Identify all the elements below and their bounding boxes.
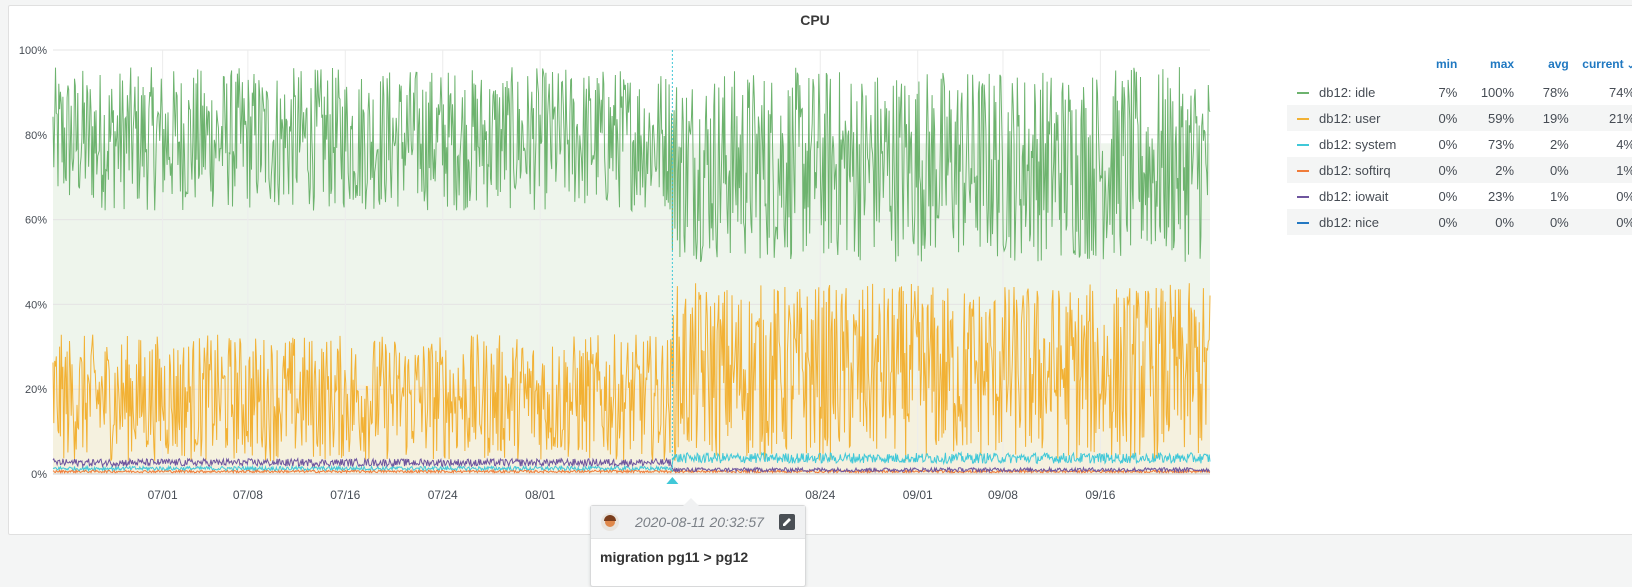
legend-value-max: 73%: [1488, 136, 1515, 152]
legend-value-current: 4%: [1616, 136, 1632, 152]
legend-row[interactable]: db12: iowait 0% 23% 1% 0%: [1287, 183, 1632, 209]
legend-label[interactable]: db12: iowait: [1319, 188, 1389, 204]
legend-value-max: 23%: [1488, 188, 1515, 204]
legend-series-name[interactable]: db12: system: [1287, 131, 1412, 157]
y-tick-label: 40%: [25, 299, 47, 311]
legend-col-avg[interactable]: avg: [1548, 57, 1569, 71]
x-tick-label: 07/24: [428, 488, 458, 502]
legend-value-current: 1%: [1576, 157, 1632, 183]
legend-label[interactable]: db12: nice: [1319, 214, 1379, 230]
legend-value-max: 59%: [1465, 105, 1523, 131]
series-line-iowait[interactable]: [52, 457, 1211, 474]
legend-swatch[interactable]: [1297, 144, 1309, 147]
series-line-idle[interactable]: [52, 67, 1211, 263]
legend-value-avg: 19%: [1522, 105, 1577, 131]
tooltip-header: 2020-08-11 20:32:57: [591, 506, 805, 539]
cpu-chart[interactable]: 0% 20% 40% 60% 80% 100% 07/01 07/08 07/16 07/24 08…: [9, 6, 1632, 534]
user-avatar-icon: [601, 513, 619, 531]
legend-value-max: 100%: [1480, 84, 1515, 100]
chevron-down-icon: ⌄: [1626, 60, 1632, 71]
legend-series-name[interactable]: db12: softirq: [1287, 157, 1412, 183]
legend-value-avg: 2%: [1549, 136, 1569, 152]
tooltip-caret: [683, 498, 699, 506]
chart-legend: min max avg current ⌄ db12: idle 7% 100% 78%…: [1287, 53, 1632, 235]
legend-swatch[interactable]: [1297, 118, 1309, 121]
legend-value-avg: 0%: [1522, 157, 1577, 183]
legend-swatch[interactable]: [1297, 196, 1309, 199]
legend-value-current: 74%: [1608, 84, 1632, 100]
legend-col-current[interactable]: current ⌄: [1577, 53, 1632, 79]
x-tick-label: 09/16: [1085, 488, 1115, 502]
legend-col-current-label: current: [1582, 57, 1624, 71]
legend-label[interactable]: db12: softirq: [1319, 162, 1391, 178]
legend-value-current: 0%: [1576, 209, 1632, 235]
legend-value-max: 2%: [1465, 157, 1523, 183]
legend-value-min: 0%: [1411, 105, 1466, 131]
legend-row[interactable]: db12: idle 7% 100% 78% 74%: [1287, 79, 1632, 105]
x-tick-label: 07/08: [233, 488, 263, 502]
x-tick-label: 09/08: [988, 488, 1018, 502]
legend-value-avg: 78%: [1542, 84, 1569, 100]
y-tick-label: 20%: [25, 384, 47, 396]
x-tick-label: 08/24: [805, 488, 835, 502]
legend-value-current: 21%: [1576, 105, 1632, 131]
legend-series-name[interactable]: db12: nice: [1287, 209, 1412, 235]
cpu-panel: CPU 0% 20% 40% 60% 80% 100% 07/01 07/08 07/16 07/…: [8, 5, 1632, 535]
legend-value-min: 0%: [1438, 136, 1458, 152]
legend-label[interactable]: db12: idle: [1319, 84, 1376, 100]
y-tick-label: 0%: [31, 469, 47, 481]
x-tick-label: 07/01: [148, 488, 178, 502]
annotation-time: 2020-08-11 20:32:57: [635, 514, 764, 530]
legend-swatch[interactable]: [1297, 92, 1309, 95]
legend-series-name[interactable]: db12: user: [1287, 105, 1412, 131]
x-tick-label: 07/16: [330, 488, 360, 502]
legend-row[interactable]: db12: user 0%59%19%21%: [1287, 105, 1632, 131]
legend-header: min max avg current ⌄: [1287, 53, 1632, 79]
y-tick-label: 80%: [25, 130, 47, 142]
legend-value-min: 0%: [1411, 209, 1466, 235]
legend-value-avg: 1%: [1549, 188, 1569, 204]
x-tick-label: 09/01: [903, 488, 933, 502]
legend-col-max[interactable]: max: [1490, 57, 1515, 71]
legend-swatch[interactable]: [1297, 222, 1309, 225]
legend-value-min: 0%: [1438, 188, 1458, 204]
legend-label[interactable]: db12: user: [1319, 110, 1381, 126]
legend-value-avg: 0%: [1522, 209, 1577, 235]
legend-series-name[interactable]: db12: idle: [1287, 79, 1412, 105]
legend-row[interactable]: db12: system 0% 73% 2% 4%: [1287, 131, 1632, 157]
series-line-user[interactable]: [52, 283, 1211, 462]
legend-label[interactable]: db12: system: [1319, 136, 1397, 152]
y-tick-label: 100%: [19, 45, 47, 57]
legend-value-current: 0%: [1616, 188, 1632, 204]
annotation-marker-caret[interactable]: [666, 477, 679, 484]
legend-swatch[interactable]: [1297, 170, 1309, 173]
annotation-text: migration pg11 > pg12: [600, 549, 749, 565]
legend-series-name[interactable]: db12: iowait: [1287, 183, 1412, 209]
legend-col-min[interactable]: min: [1435, 57, 1458, 71]
panel-title[interactable]: CPU: [800, 12, 830, 28]
annotation-tooltip: 2020-08-11 20:32:57 migration pg11 > pg1…: [590, 498, 806, 587]
legend-value-max: 0%: [1465, 209, 1523, 235]
legend-table: min max avg current ⌄ db12: idle 7% 100% 78%…: [1287, 53, 1632, 235]
x-tick-label: 08/01: [525, 488, 555, 502]
pencil-icon[interactable]: [779, 514, 795, 530]
y-tick-label: 60%: [25, 215, 47, 227]
idle-fill-band: [53, 143, 1210, 385]
legend-value-min: 7%: [1438, 84, 1458, 100]
legend-value-min: 0%: [1411, 157, 1466, 183]
